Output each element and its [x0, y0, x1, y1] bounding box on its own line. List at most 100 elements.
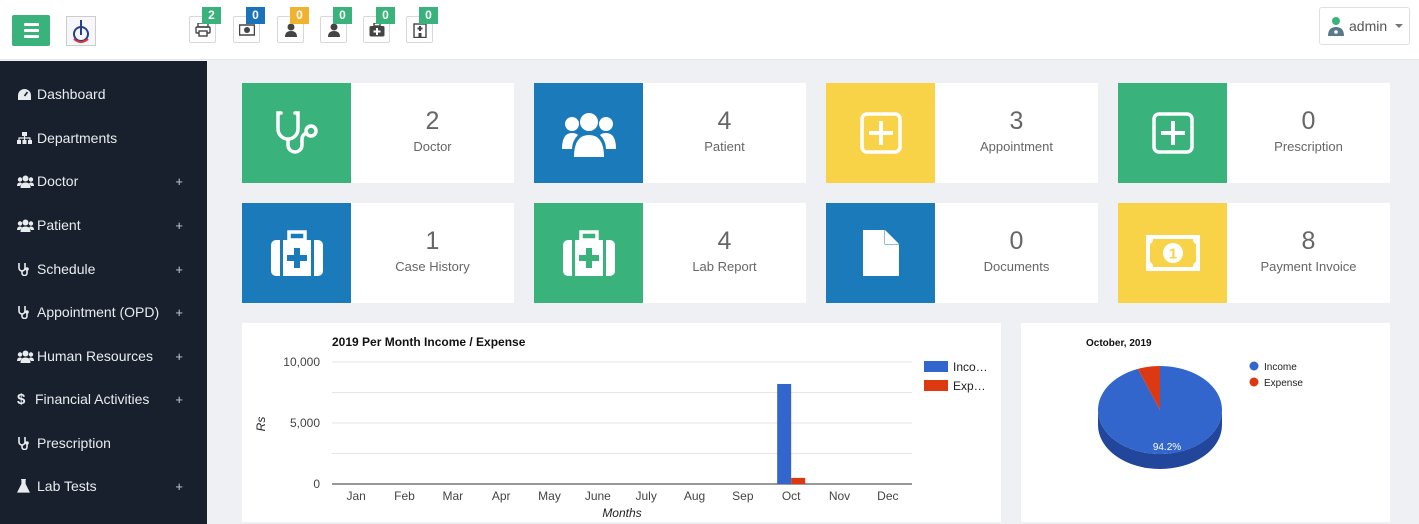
hospital-notification[interactable]: 0 — [406, 7, 438, 43]
sidebar-item-prescription[interactable]: Prescription — [0, 423, 207, 463]
stat-value: 4 — [717, 107, 732, 135]
stat-card-documents[interactable]: 0 Documents — [826, 203, 1098, 303]
stat-card-case-history[interactable]: 1 Case History — [242, 203, 514, 303]
sidebar-item-label: Schedule — [37, 261, 96, 277]
income-expense-chart-panel: 2019 Per Month Income / Expense 10,000 5,… — [242, 323, 1001, 522]
stethoscope-icon — [17, 262, 37, 276]
user-icon — [328, 23, 340, 37]
x-tick-label: June — [585, 489, 611, 503]
stat-label: Case History — [395, 259, 470, 274]
pie-slice-label: 94.2% — [1153, 442, 1181, 453]
stat-value: 0 — [1009, 227, 1024, 255]
stat-value: 3 — [1009, 107, 1024, 135]
money-notification[interactable]: 0 — [233, 7, 265, 43]
stat-label: Doctor — [413, 139, 452, 154]
users-icon — [17, 219, 37, 232]
stat-label: Appointment — [980, 139, 1053, 154]
monthly-pie-chart-panel: October, 2019 94.2% Income Expense — [1021, 323, 1390, 522]
sidebar-item-departments[interactable]: Departments — [0, 118, 207, 158]
stat-label: Prescription — [1274, 139, 1343, 154]
sidebar-item-label: Human Resources — [37, 348, 153, 364]
svg-text:1: 1 — [1168, 246, 1176, 263]
sidebar-item-label: Departments — [37, 130, 118, 146]
stat-label: Documents — [983, 259, 1050, 274]
notification-badge: 0 — [333, 7, 352, 24]
sidebar-item-label: Patient — [37, 217, 81, 233]
sidebar-item-financial-activities[interactable]: $ Financial Activities + — [0, 379, 207, 419]
sidebar-item-patient[interactable]: Patient + — [0, 205, 207, 245]
sidebar-item-doctor[interactable]: Doctor + — [0, 161, 207, 201]
users-icon — [17, 175, 37, 188]
user-2-notification[interactable]: 0 — [320, 7, 352, 43]
stat-card-patient[interactable]: 4 Patient — [534, 83, 806, 183]
hospital-logo[interactable] — [66, 16, 96, 46]
medkit-icon — [369, 23, 385, 37]
sidebar-item-dashboard[interactable]: Dashboard — [0, 74, 207, 114]
legend-swatch-income — [924, 361, 948, 372]
medkit-icon — [242, 203, 351, 303]
stat-card-doctor[interactable]: 2 Doctor — [242, 83, 514, 183]
doctor-avatar-icon — [1328, 17, 1344, 36]
x-tick-label: May — [538, 489, 561, 503]
stat-card-prescription[interactable]: 0 Prescription — [1118, 83, 1390, 183]
expand-icon: + — [175, 348, 183, 364]
user-name: admin — [1349, 18, 1388, 34]
user-menu-button[interactable]: admin — [1319, 7, 1410, 45]
pie-legend-swatch-income — [1249, 361, 1259, 371]
x-tick-label: Aug — [684, 489, 705, 503]
pie-slice-expense[interactable] — [1137, 366, 1160, 410]
medkit-notification[interactable]: 0 — [363, 7, 395, 43]
expand-icon: + — [175, 173, 183, 189]
pie-legend-expense: Expense — [1264, 378, 1303, 389]
plus-square-icon — [1118, 83, 1227, 183]
user-notification[interactable]: 0 — [277, 7, 309, 43]
income-expense-bar-chart: 2019 Per Month Income / Expense 10,000 5,… — [254, 335, 988, 520]
sidebar-item-lab-tests[interactable]: Lab Tests + — [0, 466, 207, 506]
stethoscope-icon — [242, 83, 351, 183]
plus-square-icon — [826, 83, 935, 183]
x-tick-label: July — [635, 489, 656, 503]
y-axis-title: Rs — [254, 417, 268, 432]
money-icon — [239, 24, 255, 36]
bar-income[interactable] — [777, 383, 792, 484]
sidebar-item-schedule[interactable]: Schedule + — [0, 249, 207, 289]
notification-badge: 0 — [376, 7, 395, 24]
stat-card-payment-invoice[interactable]: 1 8 Payment Invoice — [1118, 203, 1390, 303]
expand-icon: + — [175, 261, 183, 277]
expand-icon: + — [175, 304, 183, 320]
stat-value: 8 — [1301, 227, 1316, 255]
notification-badge: 0 — [290, 7, 309, 24]
pie-title: October, 2019 — [1086, 338, 1152, 349]
stat-card-appointment[interactable]: 3 Appointment — [826, 83, 1098, 183]
flask-icon — [17, 479, 37, 493]
sidebar-item-human-resources[interactable]: Human Resources + — [0, 336, 207, 376]
file-icon — [826, 203, 935, 303]
stat-value: 0 — [1301, 107, 1316, 135]
stethoscope-icon — [17, 305, 37, 319]
y-tick-label: 0 — [313, 477, 320, 491]
x-tick-label: Apr — [492, 489, 511, 503]
sidebar-item-appointment[interactable]: Appointment (OPD) + — [0, 292, 207, 332]
x-tick-label: Sep — [732, 489, 754, 503]
sitemap-icon — [17, 131, 37, 145]
menu-toggle-button[interactable] — [12, 15, 50, 46]
stat-value: 1 — [425, 227, 440, 255]
stat-label: Payment Invoice — [1260, 259, 1357, 274]
legend-swatch-expense — [924, 380, 948, 391]
stat-card-lab-report[interactable]: 4 Lab Report — [534, 203, 806, 303]
printer-notification[interactable]: 2 — [189, 7, 221, 43]
pie-legend-income: Income — [1264, 362, 1297, 373]
sidebar-item-label: Appointment (OPD) — [37, 304, 160, 320]
stat-value: 2 — [425, 107, 440, 135]
x-tick-label: Dec — [877, 489, 898, 503]
sidebar: Dashboard Departments Doctor + Patient +… — [0, 61, 207, 524]
user-icon — [285, 23, 297, 37]
pie-3d-side — [1098, 410, 1222, 469]
expand-icon: + — [175, 391, 183, 407]
notification-badge: 0 — [419, 7, 438, 24]
x-tick-label: Jan — [346, 489, 365, 503]
bar-expense[interactable] — [791, 477, 806, 484]
chevron-down-icon — [1395, 24, 1404, 28]
money-icon: 1 — [1118, 203, 1227, 303]
sidebar-item-label: Financial Activities — [35, 391, 150, 407]
